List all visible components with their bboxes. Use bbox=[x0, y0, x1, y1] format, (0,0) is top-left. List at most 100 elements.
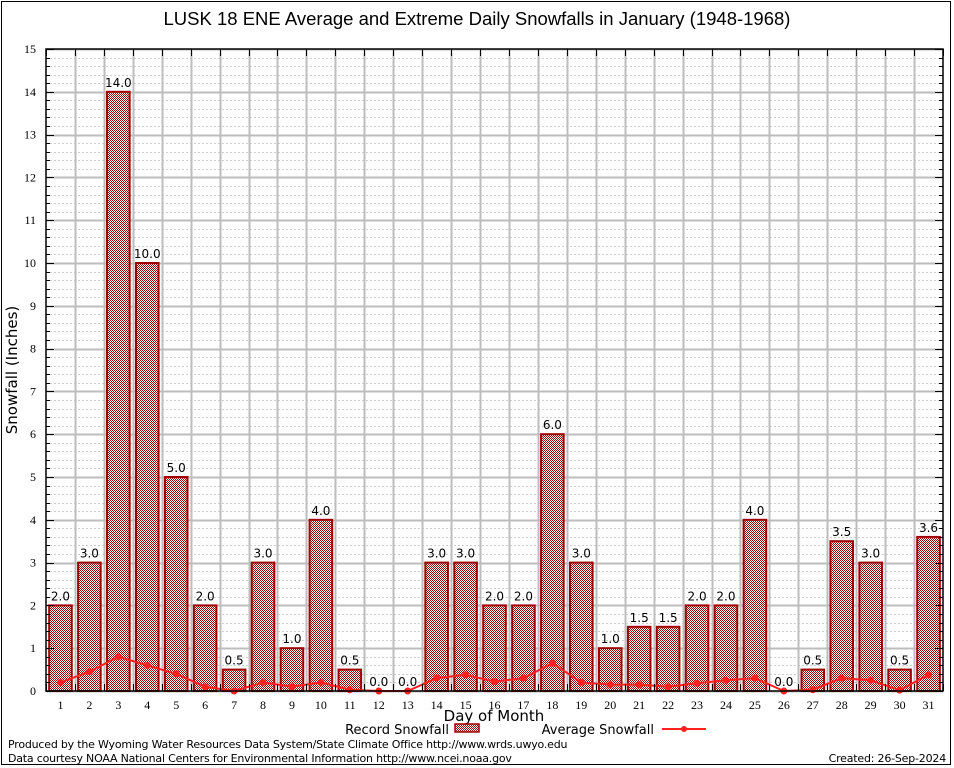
bar-record-day-28 bbox=[829, 540, 855, 693]
footer-created-date: Created: 26-Sep-2024 bbox=[828, 752, 947, 765]
y-tick-label: 1 bbox=[30, 641, 36, 655]
x-tick-label: 1 bbox=[57, 698, 63, 712]
y-tick-label: 15 bbox=[24, 42, 36, 56]
x-tick-label: 17 bbox=[517, 698, 529, 712]
bar-label: 0.5 bbox=[803, 654, 822, 668]
bar-label: 3.0 bbox=[253, 547, 272, 561]
chart-title: LUSK 18 ENE Average and Extreme Daily Sn… bbox=[163, 8, 791, 29]
y-tick-label: 10 bbox=[24, 256, 36, 270]
bar-record-day-8 bbox=[250, 561, 276, 692]
legend-average-label: Average Snowfall bbox=[542, 723, 654, 738]
x-tick-label: 8 bbox=[260, 698, 266, 712]
average-point-day-27 bbox=[809, 686, 817, 694]
bar-label: 4.0 bbox=[311, 504, 330, 518]
bar-label: 3.0 bbox=[572, 547, 591, 561]
average-point-day-28 bbox=[838, 674, 846, 682]
x-tick-label: 10 bbox=[315, 698, 327, 712]
y-axis-label: Snowfall (Inches) bbox=[3, 306, 21, 434]
bar-label: 3.0 bbox=[861, 547, 880, 561]
average-point-day-18 bbox=[548, 659, 556, 667]
y-tick-label: 2 bbox=[30, 598, 36, 612]
bar-label: 0.5 bbox=[225, 654, 244, 668]
average-point-day-19 bbox=[577, 678, 585, 686]
average-point-day-2 bbox=[85, 668, 93, 676]
bar-label: 14.0 bbox=[105, 76, 132, 90]
average-point-day-4 bbox=[143, 661, 151, 669]
x-tick-label: 29 bbox=[865, 698, 877, 712]
x-tick-label: 14 bbox=[431, 698, 443, 712]
plot-area-border bbox=[45, 48, 944, 692]
average-point-day-8 bbox=[259, 678, 267, 686]
bar-label: 0.5 bbox=[340, 654, 359, 668]
average-point-day-16 bbox=[491, 678, 498, 686]
bar-record-day-18 bbox=[540, 433, 565, 692]
x-axis-label: Day of Month bbox=[444, 707, 545, 725]
bar-record-day-3 bbox=[106, 90, 131, 693]
average-point-day-23 bbox=[693, 679, 701, 687]
bar-record-day-5 bbox=[163, 476, 189, 692]
x-tick-label: 31 bbox=[923, 698, 935, 712]
bar-label: 1.0 bbox=[601, 632, 620, 646]
x-tick-label: 19 bbox=[575, 698, 587, 712]
bar-label: 3.0 bbox=[427, 547, 446, 561]
average-point-day-17 bbox=[519, 674, 527, 682]
bar-labels: 2.0 3.0 14.0 10.0 5.0 2.0 0.5 3.0 1.0 4.0 0.5 0.0 0.… bbox=[51, 76, 938, 689]
bar-label: 0.0 bbox=[774, 675, 793, 689]
x-tick-label: 2 bbox=[86, 698, 92, 712]
bar-label: 1.5 bbox=[659, 611, 678, 625]
x-tick-label: 11 bbox=[344, 698, 356, 712]
bar-record-day-22 bbox=[655, 625, 681, 692]
bar-label: 2.0 bbox=[485, 589, 504, 603]
bar-record-day-25 bbox=[742, 518, 768, 692]
bar-label: 3.5 bbox=[832, 525, 851, 539]
average-point-day-31 bbox=[925, 671, 933, 679]
bar-label: 2.0 bbox=[514, 589, 533, 603]
bar-label: 0.0 bbox=[369, 675, 388, 689]
average-point-day-10 bbox=[317, 678, 325, 686]
x-tick-label: 13 bbox=[402, 698, 414, 712]
bar-label: 3.0 bbox=[80, 547, 99, 561]
bar-record-day-29 bbox=[858, 561, 883, 692]
x-tick-label: 15 bbox=[460, 698, 472, 712]
footer-produced-by: Produced by the Wyoming Water Resources … bbox=[8, 738, 568, 751]
bar-record-day-4 bbox=[134, 262, 160, 692]
bar-label: 4.0 bbox=[745, 504, 764, 518]
bars bbox=[48, 90, 941, 693]
legend: Record Snowfall Average Snowfall bbox=[345, 723, 706, 738]
bar-label: 2.0 bbox=[196, 589, 215, 603]
x-tick-label: 21 bbox=[633, 698, 645, 712]
bar-label: 6.0 bbox=[543, 418, 562, 432]
bar-label: 2.0 bbox=[716, 589, 735, 603]
x-tick-label: 7 bbox=[231, 698, 237, 712]
bar-record-day-19 bbox=[569, 561, 594, 692]
bar-label: 3.6 bbox=[919, 521, 938, 535]
average-point-day-25 bbox=[751, 674, 759, 682]
x-tick-label: 3 bbox=[115, 698, 121, 712]
average-point-day-5 bbox=[172, 670, 180, 678]
average-point-day-24 bbox=[722, 676, 730, 684]
bar-label: 0.0 bbox=[398, 675, 417, 689]
average-point-day-6 bbox=[201, 683, 209, 691]
bar-label: 3.0 bbox=[456, 547, 475, 561]
average-point-day-21 bbox=[635, 681, 643, 689]
x-tick-label: 22 bbox=[662, 698, 674, 712]
y-tick-label: 0 bbox=[30, 684, 36, 698]
y-tick-label: 7 bbox=[30, 384, 36, 398]
average-point-day-15 bbox=[462, 671, 470, 679]
x-tick-label: 9 bbox=[289, 698, 295, 712]
bar-record-day-6 bbox=[192, 604, 218, 693]
average-point-day-11 bbox=[346, 686, 354, 694]
x-tick-label: 4 bbox=[144, 698, 150, 712]
y-tick-label: 6 bbox=[30, 427, 36, 441]
legend-average-marker bbox=[681, 726, 687, 732]
footer-data-courtesy: Data courtesy NOAA National Centers for … bbox=[8, 752, 512, 765]
bar-label: 10.0 bbox=[134, 247, 161, 261]
bar-record-day-31 bbox=[916, 535, 941, 692]
legend-record-swatch bbox=[454, 723, 480, 733]
bar-record-day-14 bbox=[424, 561, 449, 692]
y-tick-label: 12 bbox=[24, 170, 36, 184]
x-tick-label: 25 bbox=[749, 698, 761, 712]
